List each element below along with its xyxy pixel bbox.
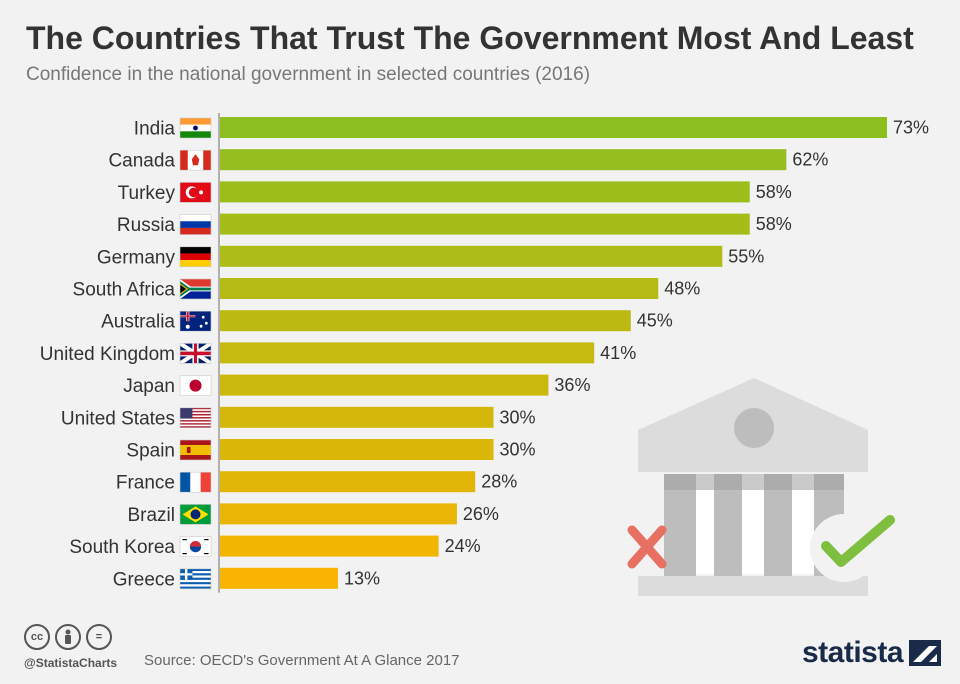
bar-brazil	[220, 503, 457, 525]
value-label: 58%	[756, 182, 792, 202]
category-label: South Korea	[69, 537, 175, 558]
category-label: Japan	[123, 376, 175, 397]
bar-canada	[220, 149, 787, 171]
bar-south-africa	[220, 278, 659, 299]
united-states-flag-icon	[179, 407, 212, 430]
value-label: 48%	[664, 279, 700, 299]
bar-france	[220, 471, 476, 493]
value-label: 30%	[500, 407, 536, 427]
australia-flag-icon	[179, 310, 212, 332]
value-label: 24%	[445, 536, 481, 556]
creative-commons-icon: cc	[24, 624, 50, 650]
category-label: Spain	[126, 441, 175, 462]
bar-japan	[220, 374, 549, 396]
value-label: 30%	[500, 440, 536, 460]
statista-brand[interactable]: statista	[802, 636, 942, 670]
brazil-flag-icon	[179, 504, 212, 525]
japan-flag-icon	[179, 375, 212, 396]
category-label: Greece	[113, 569, 175, 590]
category-label: India	[134, 119, 176, 140]
value-label: 28%	[481, 472, 517, 492]
turkey-flag-icon	[179, 182, 212, 203]
bar-turkey	[220, 181, 750, 203]
category-label: United Kingdom	[40, 344, 175, 365]
category-label: South Africa	[73, 280, 176, 301]
value-label: 62%	[792, 150, 828, 170]
brand-name: statista	[802, 636, 904, 669]
south-africa-flag-icon	[179, 278, 212, 300]
bar-chart: 73% India 62% Canada 58% Turkey 58% Russia 55% Ge…	[40, 113, 929, 593]
government-building-icon	[627, 378, 895, 596]
france-flag-icon	[179, 471, 212, 493]
attribution-icon	[55, 624, 81, 650]
bar-germany	[220, 245, 723, 267]
value-label: 26%	[463, 504, 499, 524]
value-label: 41%	[600, 343, 636, 363]
united-kingdom-flag-icon	[179, 343, 212, 364]
category-label: France	[116, 473, 175, 494]
chart-title: The Countries That Trust The Government …	[26, 20, 914, 56]
bar-spain	[220, 439, 494, 460]
checkmark-icon	[810, 514, 895, 582]
chart-subtitle: Confidence in the national government in…	[26, 64, 591, 85]
bar-united-states	[220, 406, 494, 428]
russia-flag-icon	[179, 214, 212, 235]
value-label: 58%	[756, 214, 792, 234]
cross-icon	[627, 525, 667, 569]
value-label: 13%	[344, 568, 380, 588]
bar-united-kingdom	[220, 342, 595, 364]
value-label: 55%	[728, 246, 764, 266]
value-label: 36%	[554, 375, 590, 395]
category-label: Brazil	[127, 505, 175, 526]
value-label: 45%	[637, 311, 673, 331]
bar-india	[220, 117, 887, 138]
germany-flag-icon	[179, 246, 212, 268]
bar-australia	[220, 310, 631, 332]
bar-greece	[220, 567, 338, 589]
south-korea-flag-icon	[179, 536, 212, 557]
statista-logo-icon	[909, 640, 942, 666]
category-label: United States	[61, 408, 175, 429]
category-label: Turkey	[118, 183, 176, 204]
spain-flag-icon	[179, 439, 212, 461]
category-label: Russia	[117, 215, 176, 236]
canada-flag-icon	[179, 149, 212, 171]
source-note: Source: OECD's Government At A Glance 20…	[144, 652, 460, 669]
statista-handle: @StatistaCharts	[24, 656, 118, 670]
bar-south-korea	[220, 535, 439, 557]
no-derivatives-icon: =	[86, 624, 112, 650]
category-label: Canada	[108, 151, 175, 172]
footer-license: cc = @StatistaCharts	[24, 624, 117, 670]
bar-russia	[220, 213, 750, 235]
category-label: Australia	[101, 312, 175, 333]
greece-flag-icon	[179, 568, 212, 590]
category-label: Germany	[97, 247, 176, 268]
value-label: 73%	[893, 118, 929, 138]
india-flag-icon	[179, 117, 212, 139]
